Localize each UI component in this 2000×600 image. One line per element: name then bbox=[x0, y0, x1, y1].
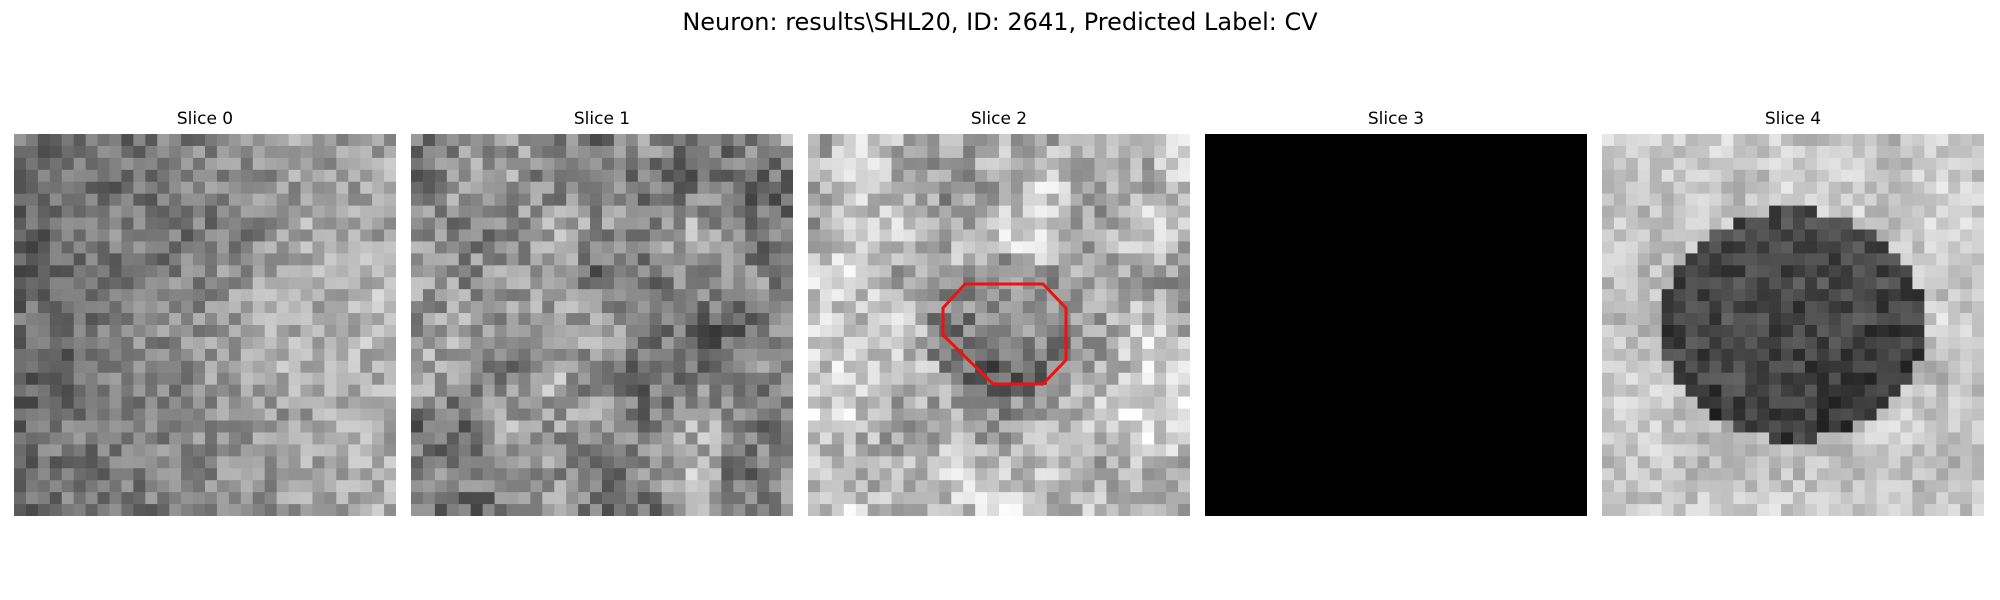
figure-title: Neuron: results\SHL20, ID: 2641, Predict… bbox=[682, 8, 1318, 36]
slice-pixels bbox=[1205, 134, 1587, 516]
roi-contour bbox=[941, 282, 1068, 386]
slice-0-image bbox=[14, 134, 396, 516]
panel-slice-4: Slice 4 bbox=[1602, 108, 1984, 516]
slice-4-image bbox=[1602, 134, 1984, 516]
slice-2-title: Slice 2 bbox=[970, 109, 1028, 129]
panel-slice-0: Slice 0 bbox=[14, 108, 396, 516]
slice-4-title: Slice 4 bbox=[1764, 109, 1822, 129]
slice-1-image bbox=[411, 134, 793, 516]
panel-slice-2: Slice 2 bbox=[808, 108, 1190, 516]
panel-slice-1: Slice 1 bbox=[411, 108, 793, 516]
slice-2-image bbox=[808, 134, 1190, 516]
slice-3-title: Slice 3 bbox=[1367, 109, 1425, 129]
panel-slice-3: Slice 3 bbox=[1205, 108, 1587, 516]
slice-0-title: Slice 0 bbox=[176, 109, 234, 129]
slice-1-title: Slice 1 bbox=[573, 109, 631, 129]
slice-3-image bbox=[1205, 134, 1587, 516]
